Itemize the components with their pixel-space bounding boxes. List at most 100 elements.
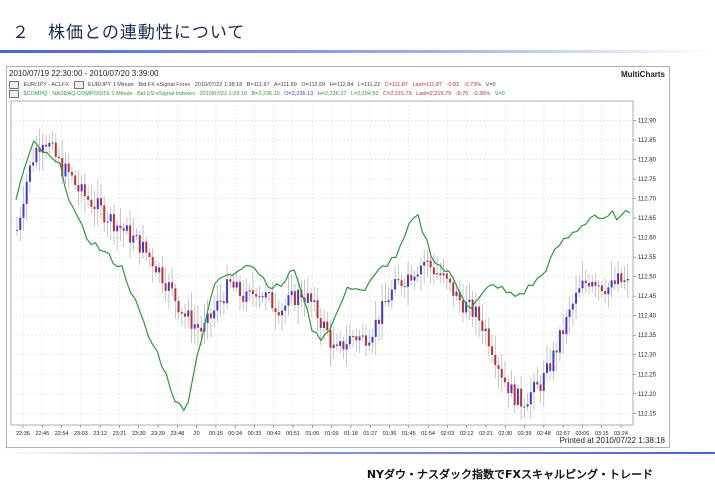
candle-body (604, 291, 607, 295)
candle-body (209, 313, 212, 319)
legend-toggle-icon[interactable] (9, 90, 19, 98)
candle-body (271, 292, 274, 309)
candle-body (533, 381, 536, 393)
legend-row-eurjpy: EUR/JPY - ACLFX EUR/JPY 1 Minute Bid FX … (9, 81, 499, 89)
x-tick-label: 23:21 (113, 431, 127, 437)
candle-body (352, 336, 355, 338)
candle-body (575, 292, 578, 304)
candle-body (174, 288, 177, 302)
x-tick-label: 03:06 (576, 431, 590, 437)
y-tick-label: 112.55 (638, 255, 657, 261)
candle-body (38, 147, 41, 152)
x-tick-label: 01:54 (421, 431, 435, 437)
candle-body (481, 320, 484, 332)
candle-body (180, 312, 183, 314)
candle-body (109, 214, 112, 222)
nasdaq-series-line (15, 139, 631, 412)
candle-body (416, 274, 419, 277)
candle-body (326, 321, 329, 331)
candle-body (335, 344, 338, 346)
y-tick-label: 112.65 (638, 216, 657, 222)
candle-body (90, 199, 93, 207)
candle-body (542, 372, 545, 391)
candle-body (484, 328, 487, 332)
candle-body (184, 313, 187, 317)
candle-body (381, 301, 384, 324)
candle-body (581, 280, 584, 289)
candle-body (148, 252, 151, 258)
y-tick-label: 112.20 (638, 392, 657, 398)
candle-body (458, 291, 461, 301)
candle-body (135, 235, 138, 237)
legend-interval: EUR/JPY 1 Minute (88, 82, 134, 89)
candle-body (268, 292, 271, 294)
candle-body (319, 318, 322, 328)
candle-body (565, 316, 568, 335)
candle-body (316, 300, 319, 319)
candle-body (497, 365, 500, 369)
candle-body (100, 198, 103, 206)
candle-body (403, 285, 406, 287)
legend-row-nasdaq: $COMPQ - NASDAQ COMPOSITE 1 Minute Bid U… (9, 90, 508, 98)
price-chart[interactable]: 112.90 112.85 112.80 112.75 112.70 112.65 112.… (7, 99, 669, 444)
candle-body (358, 336, 361, 341)
legend-last: Last=2,215.79 (416, 91, 452, 98)
y-tick-label: 112.40 (638, 314, 657, 320)
candle-body (558, 330, 561, 353)
legend-close: C=2,215.79 (383, 91, 412, 98)
legend-last: Last=111.87 (412, 82, 443, 89)
candle-body (323, 321, 325, 328)
candle-body (196, 324, 199, 328)
candle-body (426, 260, 429, 262)
x-tick-label: 23:12 (93, 431, 107, 437)
candle-body (74, 175, 77, 186)
candle-body (19, 217, 22, 231)
candle-body (54, 142, 57, 157)
candle-body (390, 289, 393, 301)
candle-body (600, 285, 603, 292)
candle-body (154, 266, 157, 273)
x-tick-label: 00:51 (286, 431, 300, 437)
candle-body (584, 280, 587, 284)
candle-body (513, 384, 516, 405)
candle-body (158, 267, 161, 273)
candle-body (306, 293, 309, 303)
candle-body (58, 156, 61, 159)
candle-body (623, 280, 626, 282)
candle-body (138, 235, 141, 253)
legend-change-pct: -0.73% (463, 82, 482, 89)
legend-time: 2010/07/22 1:23:19 (199, 91, 247, 98)
legend-open: O=2,236.13 (284, 91, 314, 98)
candle-body (41, 144, 44, 152)
candle-body (568, 309, 571, 317)
candle-body (620, 273, 623, 282)
candle-body (290, 291, 293, 296)
legend-toggle-icon[interactable] (9, 81, 19, 89)
candle-body (251, 290, 254, 295)
candle-body (494, 354, 497, 366)
candle-body (397, 279, 400, 281)
candle-body (348, 336, 351, 345)
candle-body (112, 214, 115, 232)
legend-volume: V=0 (494, 91, 505, 98)
candle-body (103, 205, 106, 223)
x-tick-label: 02:12 (460, 431, 474, 437)
candle-body (439, 273, 442, 276)
candle-body (355, 336, 358, 341)
candle-body (187, 310, 190, 317)
candle-body (216, 300, 219, 311)
legend-toggle-icon[interactable] (73, 81, 84, 89)
candle-body (87, 196, 90, 200)
candle-body (594, 281, 597, 286)
legend-bid: B=2,236.13 (251, 91, 280, 98)
candle-body (384, 301, 387, 303)
candle-body (445, 273, 448, 279)
candle-body (491, 346, 494, 355)
candle-body (610, 280, 613, 288)
candle-body (200, 327, 203, 332)
candle-body (342, 341, 345, 350)
candle-body (67, 163, 70, 172)
candle-body (394, 279, 397, 290)
candle-body (45, 144, 48, 147)
candle-body (591, 281, 594, 287)
